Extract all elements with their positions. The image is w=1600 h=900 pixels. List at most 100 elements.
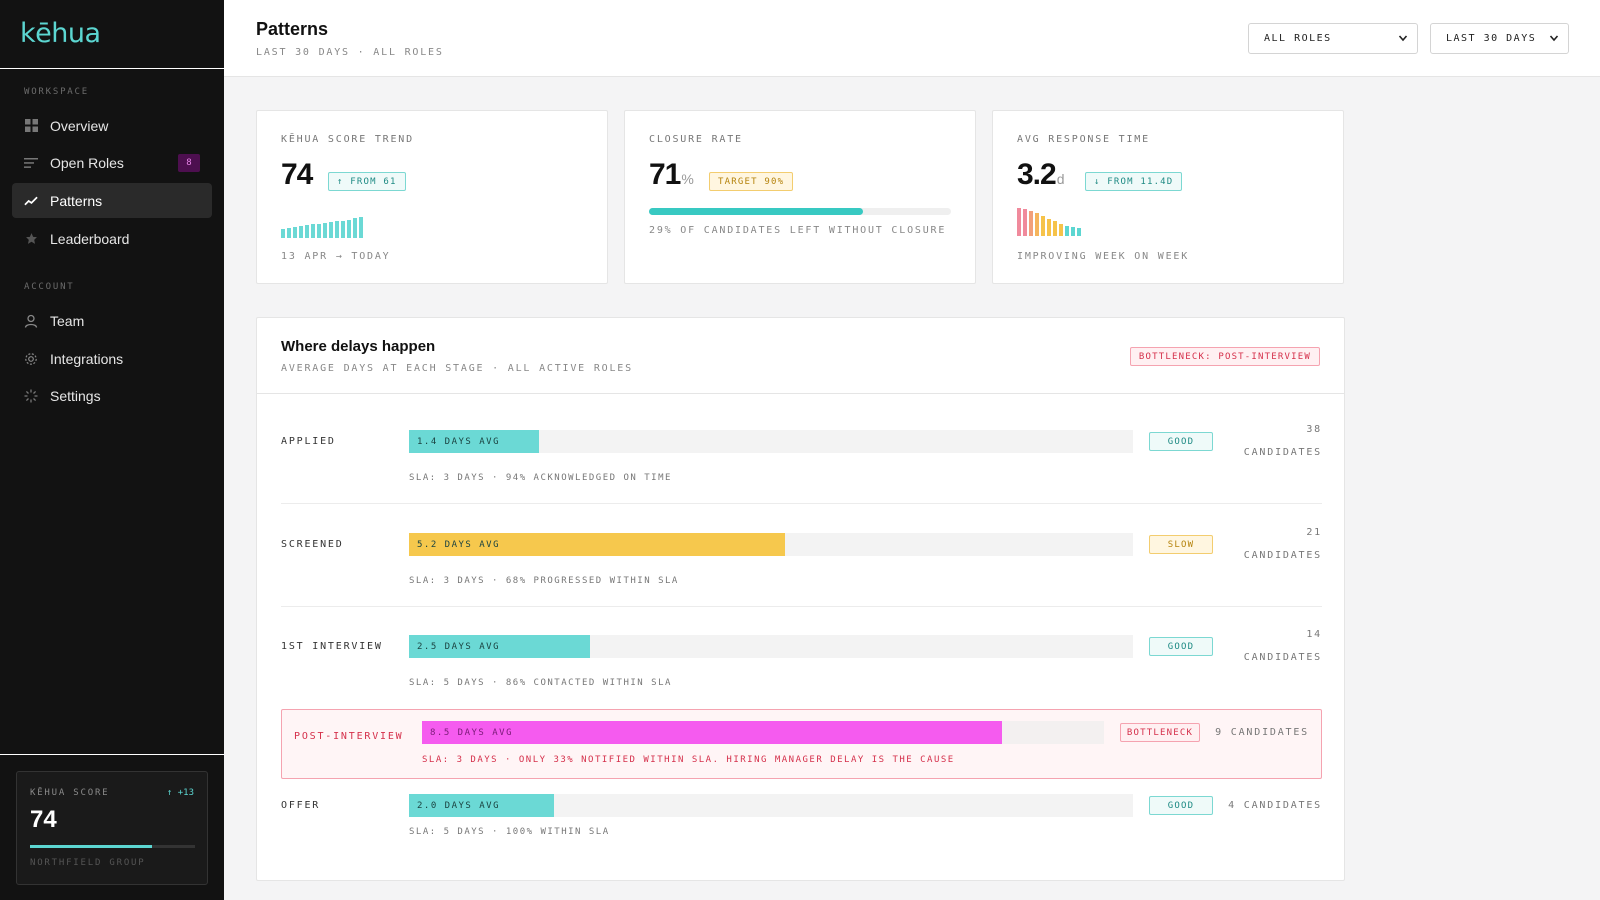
response-time-card: AVG RESPONSE TIME 3.2 d ↓ FROM 11.4D IMPR…: [992, 110, 1344, 284]
sidebar-item-settings[interactable]: Settings: [12, 378, 212, 413]
account-section-label: ACCOUNT: [24, 282, 75, 292]
sparkline-bar: [1077, 227, 1081, 236]
sidebar-item-overview[interactable]: Overview: [12, 108, 212, 143]
stage-row-applied[interactable]: APPLIED 1.4 DAYS AVG GOOD 38 CANDIDATES …: [281, 424, 1322, 490]
stage-candidate-count: 9 CANDIDATES: [1215, 727, 1309, 738]
stage-sla-note: SLA: 5 DAYS · 100% WITHIN SLA: [409, 827, 610, 837]
sidebar-item-open-roles[interactable]: Open Roles 8: [12, 145, 212, 180]
sidebar-item-label: Integrations: [50, 350, 124, 367]
response-time-note: IMPROVING WEEK ON WEEK: [1017, 251, 1190, 262]
sparkline-bar: [1065, 225, 1069, 236]
star-icon: [24, 232, 38, 246]
stage-row-post-interview[interactable]: POST-INTERVIEW 8.5 DAYS AVG BOTTLENECK 9…: [281, 709, 1322, 779]
stage-name: POST-INTERVIEW: [294, 731, 404, 742]
list-icon: [24, 156, 38, 170]
stage-name: 1ST INTERVIEW: [281, 641, 383, 652]
sparkline-bar: [329, 221, 333, 238]
date-filter-value: LAST 30 DAYS: [1446, 33, 1537, 44]
closure-progress-track: [649, 208, 951, 215]
trend-icon: [24, 194, 38, 208]
score-label: KĒHUA SCORE: [30, 788, 110, 798]
stage-bar-track: 2.0 DAYS AVG: [409, 794, 1133, 817]
role-filter-select[interactable]: ALL ROLES: [1248, 23, 1418, 54]
stage-status-badge: GOOD: [1149, 796, 1213, 815]
stage-sla-note: SLA: 3 DAYS · ONLY 33% NOTIFIED WITHIN S…: [422, 755, 955, 765]
stage-bar-fill: 2.5 DAYS AVG: [409, 635, 590, 658]
sparkline-bar: [1071, 227, 1075, 236]
score-trend-pill: ↑ FROM 61: [328, 172, 406, 191]
row-divider: [281, 606, 1322, 607]
page-title: Patterns: [256, 19, 329, 39]
stage-candidate-count: 14 CANDIDATES: [1243, 629, 1322, 663]
sidebar-item-integrations[interactable]: Integrations: [12, 341, 212, 376]
date-filter-select[interactable]: LAST 30 DAYS: [1430, 23, 1569, 54]
stage-row-1st-interview[interactable]: 1ST INTERVIEW 2.5 DAYS AVG GOOD 14 CANDI…: [281, 629, 1322, 695]
sparkline-bar: [281, 228, 285, 238]
stage-bar-fill: 1.4 DAYS AVG: [409, 430, 540, 453]
closure-progress-fill: [649, 208, 864, 215]
sidebar-item-label: Patterns: [50, 192, 103, 209]
closure-rate-card: CLOSURE RATE 71% TARGET 90% 29% OF CANDI…: [624, 110, 976, 284]
open-roles-count-badge: 8: [178, 154, 200, 172]
sparkline-bar: [1035, 213, 1039, 236]
sidebar-item-team[interactable]: Team: [12, 303, 212, 338]
stage-name: SCREENED: [281, 539, 344, 550]
sparkline-bar: [1053, 221, 1057, 236]
sparkline-bar: [1041, 215, 1045, 236]
sparkline-bar: [299, 226, 303, 238]
sparkline-bar: [1059, 224, 1063, 236]
score-trend-card: KĒHUA SCORE TREND 74 ↑ FROM 61 13 APR → …: [256, 110, 608, 284]
stage-row-screened[interactable]: SCREENED 5.2 DAYS AVG SLOW 21 CANDIDATES…: [281, 527, 1322, 593]
stage-name: APPLIED: [281, 436, 336, 447]
delays-subtitle: AVERAGE DAYS AT EACH STAGE · ALL ACTIVE …: [281, 363, 633, 374]
delays-title: Where delays happen: [281, 338, 436, 355]
stage-status-badge: GOOD: [1149, 637, 1213, 656]
stage-bar-fill: 5.2 DAYS AVG: [409, 533, 786, 556]
sparkline-bar: [317, 223, 321, 238]
sidebar-item-label: Overview: [50, 117, 109, 134]
sparkline-bar: [1029, 210, 1033, 236]
stage-bar-track: 1.4 DAYS AVG: [409, 430, 1133, 453]
score-delta: ↑ +13: [166, 788, 194, 798]
stage-sla-note: SLA: 3 DAYS · 68% PROGRESSED WITHIN SLA: [409, 576, 679, 586]
sidebar-item-label: Leaderboard: [50, 230, 130, 247]
sidebar: kēhua WORKSPACE Overview Open Roles 8 Pa…: [0, 0, 224, 900]
score-progress-fill: [30, 845, 153, 848]
app-logo[interactable]: kēhua: [20, 18, 101, 49]
page-subtitle: LAST 30 DAYS · ALL ROLES: [256, 47, 444, 58]
sidebar-item-leaderboard[interactable]: Leaderboard: [12, 221, 212, 256]
sparkline-bar: [287, 227, 291, 238]
row-divider: [281, 503, 1322, 504]
response-time-pill: ↓ FROM 11.4D: [1085, 172, 1183, 191]
stage-candidate-count: 38 CANDIDATES: [1243, 424, 1322, 458]
sparkline-bar: [1023, 209, 1027, 236]
sidebar-item-label: Team: [50, 312, 85, 329]
loader-icon: [24, 389, 38, 403]
stage-status-badge: BOTTLENECK: [1120, 723, 1200, 742]
workspace-section-label: WORKSPACE: [24, 87, 89, 97]
sparkline-bar: [341, 220, 345, 238]
delays-panel: Where delays happen AVERAGE DAYS AT EACH…: [256, 317, 1345, 881]
gear-icon: [24, 352, 38, 366]
sparkline-bar: [323, 223, 327, 238]
org-name: NORTHFIELD GROUP: [30, 858, 146, 868]
sidebar-item-label: Open Roles: [50, 154, 124, 171]
stage-bar-fill: 8.5 DAYS AVG: [422, 721, 1002, 744]
stage-row-offer[interactable]: OFFER 2.0 DAYS AVG GOOD 4 CANDIDATES SLA…: [281, 794, 1322, 844]
delays-panel-header: Where delays happen AVERAGE DAYS AT EACH…: [257, 318, 1344, 394]
sidebar-item-patterns[interactable]: Patterns: [12, 183, 212, 218]
card-label: AVG RESPONSE TIME: [1017, 134, 1150, 145]
closure-target-pill: TARGET 90%: [709, 172, 794, 191]
stage-sla-note: SLA: 5 DAYS · 86% CONTACTED WITHIN SLA: [409, 678, 672, 688]
sidebar-item-label: Settings: [50, 387, 101, 404]
sparkline-bar: [311, 224, 315, 238]
logo-area: kēhua: [0, 0, 224, 69]
stage-candidate-count: 21 CANDIDATES: [1243, 527, 1322, 561]
stage-name: OFFER: [281, 800, 321, 811]
closure-rate-note: 29% OF CANDIDATES LEFT WITHOUT CLOSURE: [649, 225, 947, 236]
stage-candidate-count: 4 CANDIDATES: [1228, 800, 1322, 811]
stage-bar-track: 8.5 DAYS AVG: [422, 721, 1104, 744]
card-label: CLOSURE RATE: [649, 134, 743, 145]
score-trend-value: 74: [281, 158, 313, 191]
kehua-score-widget[interactable]: KĒHUA SCORE ↑ +13 74 NORTHFIELD GROUP: [16, 771, 208, 885]
